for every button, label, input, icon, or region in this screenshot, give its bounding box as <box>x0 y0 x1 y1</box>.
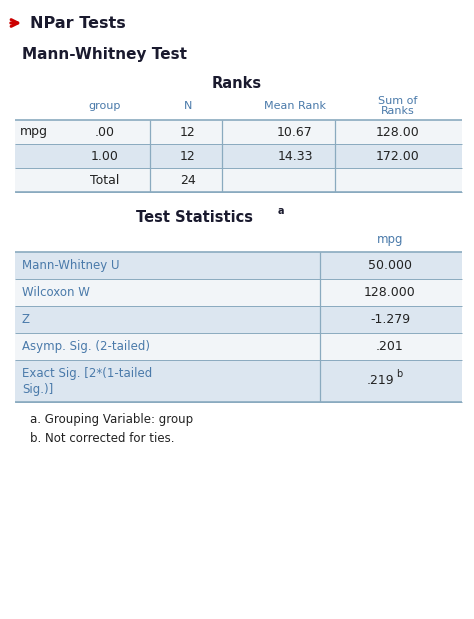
Text: Mann-Whitney Test: Mann-Whitney Test <box>22 48 187 63</box>
Text: Ranks: Ranks <box>212 77 262 92</box>
Text: 1.00: 1.00 <box>91 150 119 163</box>
Text: 12: 12 <box>180 150 196 163</box>
Text: Sig.)]: Sig.)] <box>22 383 53 396</box>
Text: Total: Total <box>91 173 120 186</box>
Text: b: b <box>396 369 402 379</box>
Bar <box>15 252 462 279</box>
Bar <box>15 168 462 192</box>
Text: 10.67: 10.67 <box>277 126 313 139</box>
Text: mpg: mpg <box>20 126 48 139</box>
Text: Test Statistics: Test Statistics <box>137 209 254 225</box>
Text: group: group <box>89 101 121 111</box>
Bar <box>15 120 462 144</box>
Text: -1.279: -1.279 <box>370 313 410 326</box>
Text: Sum of: Sum of <box>378 96 418 106</box>
Text: .00: .00 <box>95 126 115 139</box>
Bar <box>15 279 462 306</box>
Bar <box>15 360 462 402</box>
Text: 14.33: 14.33 <box>277 150 313 163</box>
Text: 128.00: 128.00 <box>376 126 420 139</box>
Text: .219: .219 <box>366 374 394 387</box>
Text: 12: 12 <box>180 126 196 139</box>
Text: Exact Sig. [2*(1-tailed: Exact Sig. [2*(1-tailed <box>22 366 152 379</box>
Bar <box>15 333 462 360</box>
Text: a. Grouping Variable: group: a. Grouping Variable: group <box>30 413 193 426</box>
Text: N: N <box>184 101 192 111</box>
Text: Mann-Whitney U: Mann-Whitney U <box>22 259 119 272</box>
Text: Ranks: Ranks <box>381 106 415 116</box>
Text: Wilcoxon W: Wilcoxon W <box>22 286 90 299</box>
Text: mpg: mpg <box>377 233 403 246</box>
Text: a: a <box>278 206 284 216</box>
Text: NPar Tests: NPar Tests <box>30 15 126 30</box>
Bar <box>15 144 462 168</box>
Text: .201: .201 <box>376 340 404 353</box>
Text: Asymp. Sig. (2-tailed): Asymp. Sig. (2-tailed) <box>22 340 150 353</box>
Text: b. Not corrected for ties.: b. Not corrected for ties. <box>30 431 174 444</box>
Text: 24: 24 <box>180 173 196 186</box>
Text: 172.00: 172.00 <box>376 150 420 163</box>
Text: 50.000: 50.000 <box>368 259 412 272</box>
Bar <box>15 306 462 333</box>
Text: Z: Z <box>22 313 30 326</box>
Text: 128.000: 128.000 <box>364 286 416 299</box>
Text: Mean Rank: Mean Rank <box>264 101 326 111</box>
